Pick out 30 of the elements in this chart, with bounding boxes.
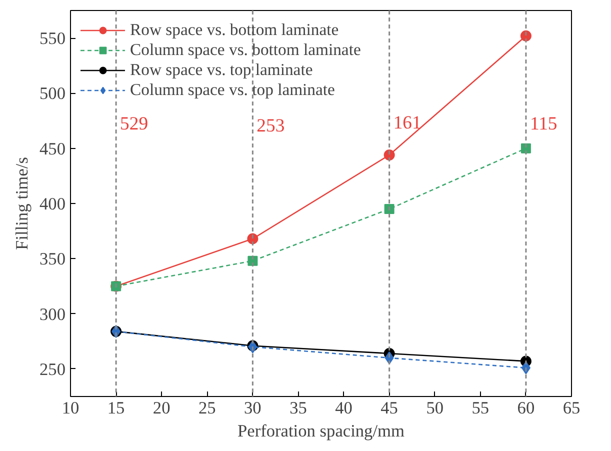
y-tick-label: 250 (40, 360, 66, 379)
y-tick-label: 400 (40, 194, 66, 214)
x-tick-label: 25 (198, 398, 216, 418)
y-axis-title: Filling time/s (12, 156, 32, 250)
y-tick-label: 550 (40, 29, 66, 48)
y-tick-label: 450 (40, 139, 66, 158)
x-tick-label: 40 (335, 398, 352, 418)
annotation: 529 (120, 113, 148, 134)
annotation: 115 (530, 113, 558, 134)
x-tick-label: 35 (290, 398, 307, 418)
x-tick-label: 60 (517, 398, 535, 418)
y-tick-label: 350 (40, 250, 66, 269)
x-tick-label: 15 (107, 398, 125, 418)
y-tick-label: 300 (40, 304, 66, 324)
x-tick-label: 10 (62, 398, 80, 418)
x-axis-title: Perforation spacing/mm (238, 422, 406, 440)
x-tick-label: 20 (152, 398, 170, 418)
x-tick-label: 50 (426, 398, 444, 418)
x-tick-label: 45 (380, 398, 398, 418)
legend-label: Column space vs. bottom laminate (130, 40, 361, 60)
x-tick-label: 55 (472, 398, 490, 418)
x-tick-label: 65 (562, 398, 580, 418)
y-tick-label: 500 (40, 84, 66, 104)
x-tick-label: 30 (244, 398, 262, 418)
point (384, 204, 394, 214)
legend-label: Row space vs. bottom laminate (130, 20, 339, 40)
legend-label: Column space vs. top laminate (130, 80, 335, 100)
legend-label: Row space vs. top laminate (130, 60, 313, 80)
annotation: 161 (393, 112, 422, 134)
annotation: 253 (256, 116, 285, 137)
